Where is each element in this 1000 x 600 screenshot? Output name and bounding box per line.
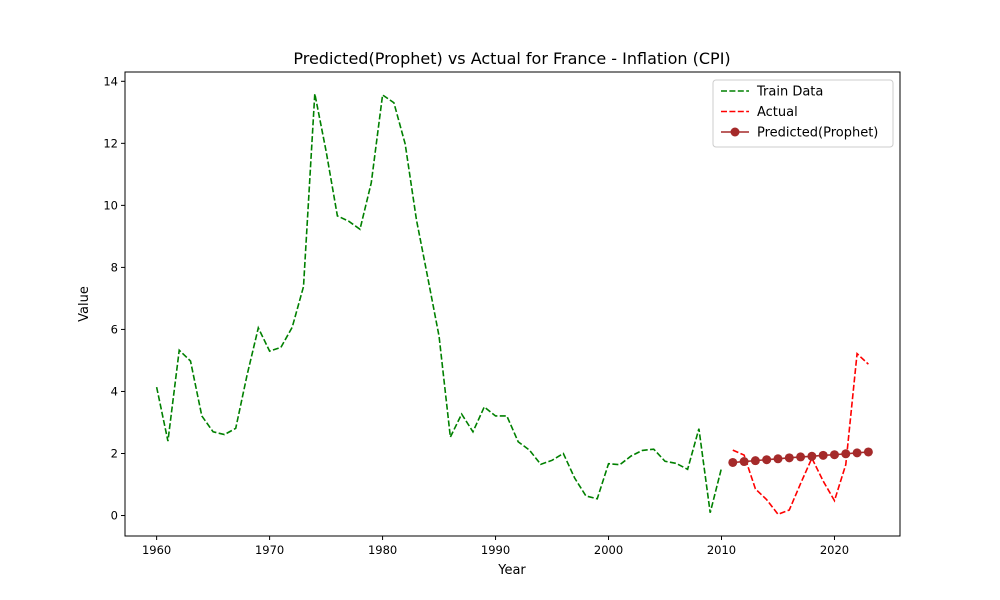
legend-label-actual: Actual — [757, 105, 798, 120]
data-point-predicted-prophet — [818, 450, 828, 460]
legend-label-train-data: Train Data — [756, 85, 823, 100]
chart-title: Predicted(Prophet) vs Actual for France … — [293, 49, 730, 68]
y-tick-label: 0 — [111, 509, 118, 523]
data-point-predicted-prophet — [739, 457, 749, 467]
data-point-predicted-prophet — [829, 450, 839, 460]
axes-layer: 1960 1970 1980 1990 2000 2010 2020 0 2 4 6 8 10 12 14 — [103, 71, 901, 557]
x-tick-label: 1980 — [368, 543, 397, 557]
y-tick-label: 4 — [111, 384, 118, 398]
y-tick-label: 8 — [111, 260, 118, 274]
series-layer — [155, 93, 873, 516]
legend-label-predicted-prophet: Predicted(Prophet) — [757, 126, 878, 141]
data-point-predicted-prophet — [863, 447, 873, 457]
data-point-predicted-prophet — [728, 457, 738, 467]
y-tick-label: 10 — [103, 198, 118, 212]
data-point-predicted-prophet — [796, 452, 806, 462]
data-point-predicted-prophet — [841, 449, 851, 459]
y-tick-label: 6 — [111, 322, 118, 336]
data-point-predicted-prophet — [852, 448, 862, 458]
x-tick-label: 2010 — [707, 543, 736, 557]
y-tick-label: 14 — [103, 74, 118, 88]
y-tick-label: 2 — [111, 446, 118, 460]
series-line-train-data — [155, 93, 723, 513]
plot-frame — [124, 71, 901, 537]
data-point-predicted-prophet — [750, 456, 760, 466]
legend: Train Data Actual Predicted(Prophet) — [712, 79, 894, 148]
x-axis-label: Year — [497, 563, 526, 578]
y-axis-label: Value — [77, 286, 92, 322]
data-point-predicted-prophet — [773, 454, 783, 464]
x-tick-label: 2020 — [820, 543, 849, 557]
legend-box — [712, 79, 894, 148]
x-tick-label: 1970 — [255, 543, 284, 557]
series-line-actual — [732, 351, 869, 516]
x-tick-label: 2000 — [594, 543, 623, 557]
x-tick-label: 1960 — [142, 543, 171, 557]
legend-marker-predicted-prophet — [730, 127, 740, 137]
data-point-predicted-prophet — [807, 451, 817, 461]
data-point-predicted-prophet — [784, 453, 794, 463]
y-tick-label: 12 — [103, 136, 118, 150]
data-point-predicted-prophet — [762, 455, 772, 465]
x-tick-label: 1990 — [481, 543, 510, 557]
